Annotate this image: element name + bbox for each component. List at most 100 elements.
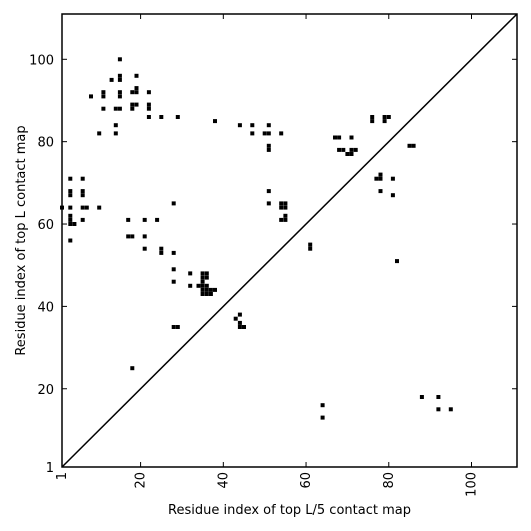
- contact-point: [349, 147, 354, 152]
- contact-point: [89, 94, 93, 99]
- contact-point: [395, 259, 399, 264]
- contact-point: [204, 287, 209, 292]
- contact-point: [146, 90, 151, 95]
- contact-point: [279, 205, 284, 210]
- contact-point: [113, 131, 118, 136]
- contact-point: [382, 119, 387, 124]
- y-tick-label: 80: [37, 136, 54, 151]
- plot-frame: [61, 13, 518, 468]
- contact-point: [283, 213, 288, 218]
- contact-point: [436, 407, 441, 412]
- contact-point: [200, 275, 205, 280]
- contact-point: [142, 246, 147, 251]
- contact-point: [130, 90, 135, 95]
- contact-point: [378, 189, 383, 194]
- contact-point: [146, 115, 151, 119]
- contact-point: [101, 90, 106, 95]
- contact-point: [97, 205, 102, 210]
- contact-point: [204, 271, 209, 276]
- contact-point: [200, 271, 205, 276]
- contact-point: [237, 312, 242, 317]
- contact-point: [353, 147, 358, 152]
- contact-point: [134, 102, 139, 107]
- contact-point: [97, 131, 102, 136]
- contact-point: [142, 217, 147, 222]
- contact-point: [117, 90, 122, 95]
- contact-point: [320, 403, 325, 408]
- contact-point: [349, 152, 354, 156]
- contact-point: [200, 292, 205, 296]
- contact-point: [382, 115, 387, 119]
- contact-point: [113, 106, 118, 111]
- contact-point: [101, 94, 106, 99]
- contact-point: [448, 407, 453, 412]
- contact-point: [130, 234, 135, 239]
- contact-point: [134, 73, 139, 78]
- contact-point: [266, 147, 271, 152]
- contact-point: [337, 135, 342, 140]
- contact-point: [419, 395, 424, 399]
- contact-point: [68, 189, 73, 194]
- contact-point: [250, 131, 255, 136]
- contact-point: [171, 279, 176, 284]
- contact-point: [436, 395, 441, 399]
- contact-point: [175, 115, 180, 119]
- contact-point: [242, 325, 246, 329]
- y-tick-label: 40: [37, 300, 54, 315]
- contact-point: [80, 189, 85, 194]
- contact-point: [130, 366, 135, 371]
- contact-point: [159, 250, 164, 255]
- contact-point: [200, 287, 205, 292]
- x-tick-label: 60: [299, 472, 314, 489]
- contact-point: [171, 325, 176, 329]
- y-axis-label: Residue index of top L contact map: [14, 125, 29, 355]
- contact-point: [308, 242, 313, 247]
- contact-point: [159, 115, 164, 119]
- contact-point: [196, 283, 201, 288]
- contact-point: [337, 147, 342, 152]
- contact-point: [146, 102, 151, 107]
- contact-point: [208, 292, 213, 296]
- contact-point: [266, 143, 271, 148]
- contact-point: [80, 193, 85, 198]
- contact-point: [200, 283, 205, 288]
- contact-point: [80, 217, 85, 222]
- x-tick-label: 20: [134, 472, 149, 489]
- contact-point: [279, 131, 284, 136]
- x-axis-label: Residue index of top L/5 contact map: [168, 503, 411, 518]
- x-tick-label: 1: [55, 472, 70, 480]
- x-tick-label: 100: [465, 472, 480, 497]
- contact-point: [266, 123, 271, 128]
- y-tick-label: 60: [37, 218, 54, 233]
- contact-point: [266, 201, 271, 206]
- contact-point: [68, 193, 73, 198]
- contact-point: [188, 271, 193, 276]
- contact-point: [386, 115, 391, 119]
- contact-point: [109, 77, 114, 82]
- contact-point: [204, 275, 209, 280]
- contact-point: [390, 193, 395, 198]
- contact-point: [134, 90, 139, 95]
- contact-point: [262, 131, 267, 136]
- contact-point: [155, 217, 160, 222]
- contact-point: [130, 102, 135, 107]
- contact-point: [68, 238, 73, 243]
- x-tick-label: 40: [216, 472, 231, 489]
- contact-point: [72, 222, 77, 226]
- contact-point: [370, 115, 375, 119]
- contact-point: [171, 250, 176, 255]
- contact-point: [84, 205, 89, 210]
- y-tick-label: 100: [29, 53, 54, 68]
- contact-point: [159, 246, 164, 251]
- contact-point: [204, 292, 209, 296]
- contact-point: [68, 176, 73, 181]
- contact-point: [370, 119, 375, 124]
- contact-point: [349, 135, 354, 140]
- contact-point: [213, 287, 217, 292]
- contact-point: [113, 123, 118, 128]
- contact-point: [407, 143, 412, 148]
- contact-point: [142, 234, 147, 239]
- contact-point: [117, 73, 122, 78]
- contact-point: [378, 176, 383, 181]
